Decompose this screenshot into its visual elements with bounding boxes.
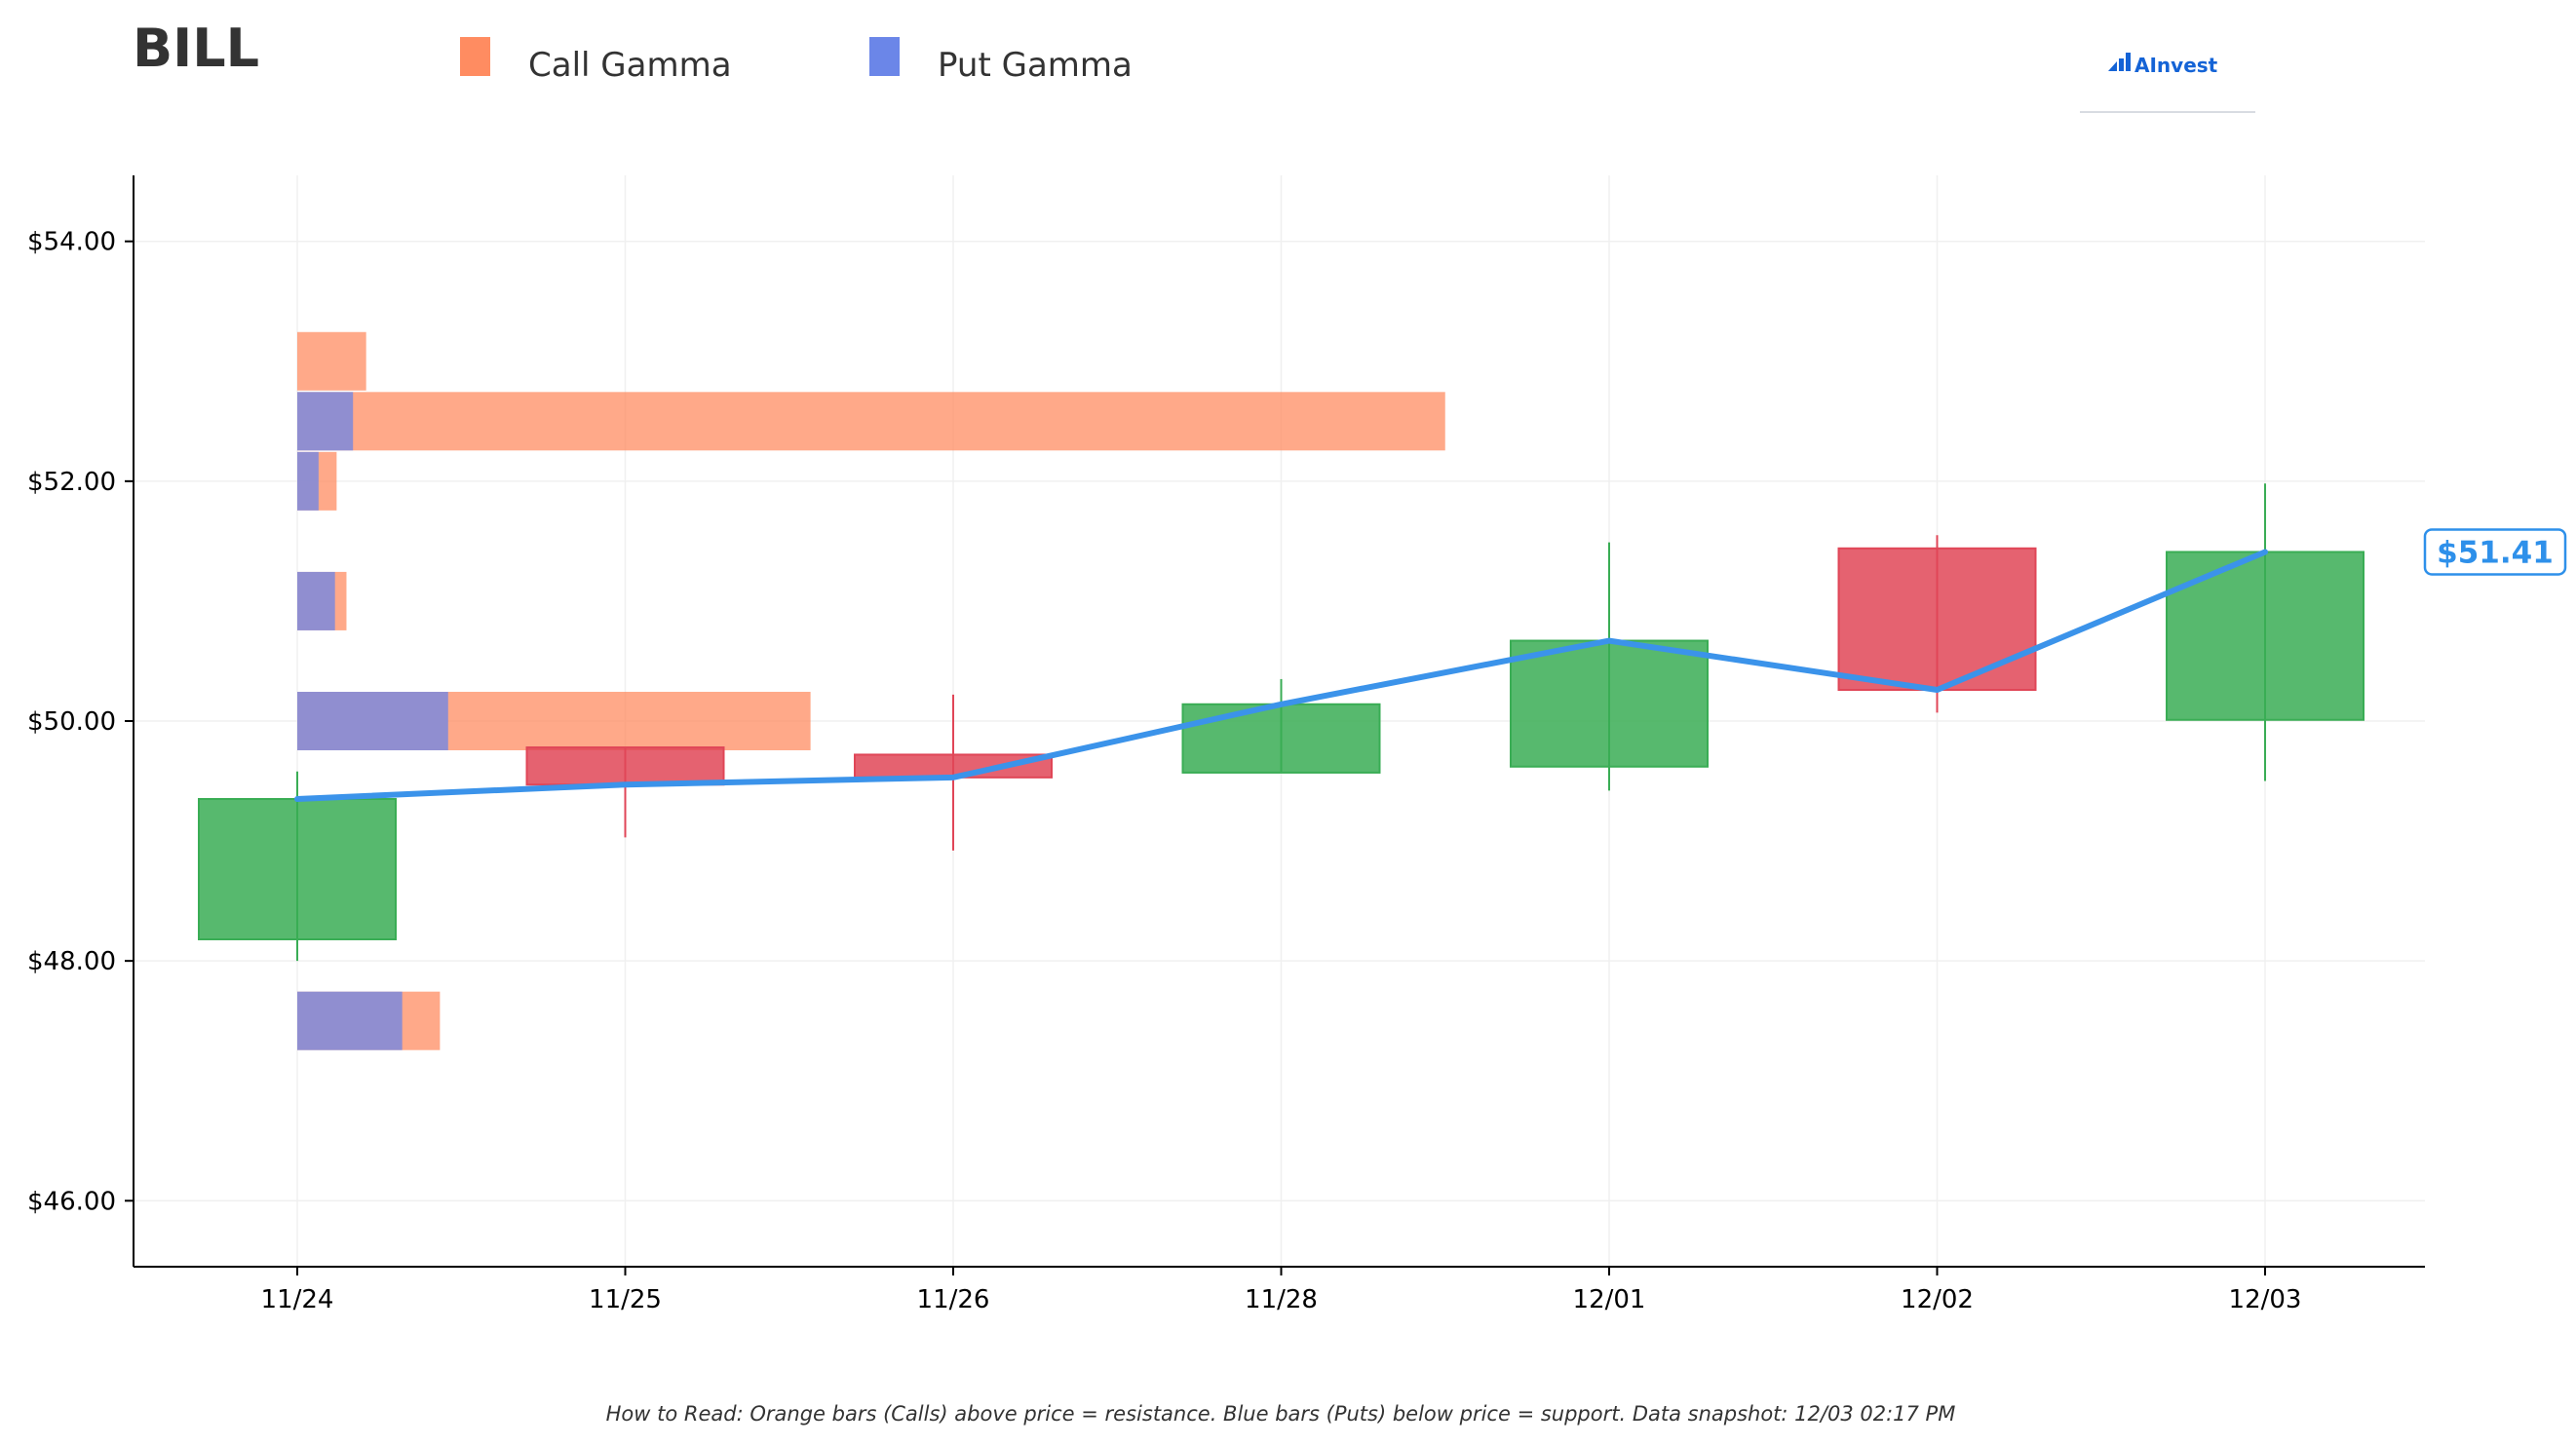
put-gamma-bar-5 bbox=[297, 991, 403, 1050]
candle-5 bbox=[1837, 535, 2037, 713]
x-tick-label-3: 11/28 bbox=[1245, 1285, 1318, 1314]
candle-body-3 bbox=[1181, 703, 1381, 774]
candles bbox=[198, 483, 2365, 962]
candle-body-1 bbox=[525, 746, 725, 786]
candle-0 bbox=[198, 771, 397, 962]
current-price-box bbox=[2423, 528, 2567, 576]
legend-swatch-call bbox=[460, 37, 490, 76]
y-tick-label-2: $50.00 bbox=[27, 707, 116, 737]
x-tick-label-4: 12/01 bbox=[1573, 1285, 1646, 1314]
logo-text: AInvest bbox=[2134, 54, 2218, 77]
ainvest-logo: AInvest bbox=[2080, 53, 2255, 113]
put-gamma-bar-4 bbox=[297, 692, 448, 750]
put-gamma-bar-2 bbox=[297, 451, 319, 511]
candle-1 bbox=[525, 746, 725, 838]
chart-title: BILL bbox=[133, 18, 259, 79]
candle-body-4 bbox=[1510, 639, 1709, 768]
call-gamma-bar-1 bbox=[297, 392, 1445, 451]
current-price-label: $51.41 bbox=[2437, 535, 2554, 570]
candle-body-5 bbox=[1837, 547, 2037, 691]
put-gamma-bar-3 bbox=[297, 571, 335, 630]
gamma-bars bbox=[297, 331, 1445, 1050]
legend-label-put: Put Gamma bbox=[938, 46, 1133, 85]
candle-4 bbox=[1510, 542, 1709, 791]
candle-body-6 bbox=[2166, 551, 2365, 721]
x-tick-label-6: 12/03 bbox=[2229, 1285, 2302, 1314]
footnote: How to Read: Orange bars (Calls) above p… bbox=[606, 1402, 1956, 1426]
axes: $46.00 $48.00 $50.00 $52.00 $54.00 11/24 11/25… bbox=[27, 175, 2425, 1314]
x-tick-label-5: 12/02 bbox=[1901, 1285, 1974, 1314]
candle-body-0 bbox=[198, 798, 397, 940]
price-line bbox=[294, 549, 2268, 802]
price-line-layer bbox=[294, 549, 2268, 802]
current-price-badge: $51.41 bbox=[2423, 528, 2567, 576]
call-gamma-bar-0 bbox=[297, 331, 366, 391]
logo-bars-icon bbox=[2108, 53, 2131, 71]
y-tick-label-4: $54.00 bbox=[27, 228, 116, 257]
y-tick-label-0: $46.00 bbox=[27, 1187, 116, 1216]
candle-body-2 bbox=[854, 753, 1053, 779]
y-tick-label-3: $52.00 bbox=[27, 468, 116, 497]
x-tick-label-1: 11/25 bbox=[589, 1285, 662, 1314]
y-tick-label-1: $48.00 bbox=[27, 947, 116, 976]
legend-swatch-put bbox=[869, 37, 900, 76]
legend: Call Gamma Put Gamma bbox=[460, 37, 1133, 85]
legend-label-call: Call Gamma bbox=[528, 46, 732, 85]
put-gamma-bar-1 bbox=[297, 392, 354, 451]
x-tick-label-0: 11/24 bbox=[261, 1285, 334, 1314]
x-tick-label-2: 11/26 bbox=[917, 1285, 990, 1314]
